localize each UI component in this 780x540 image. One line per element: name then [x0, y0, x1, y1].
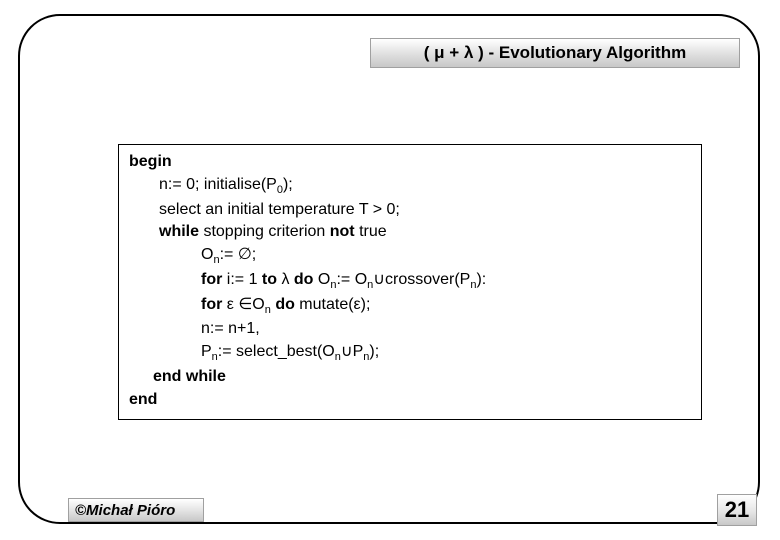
code-line-while: while stopping criterion not true	[129, 221, 691, 244]
author-box: ©Michał Pióro	[68, 498, 204, 522]
code-line-end: end	[129, 389, 691, 412]
code-line-for-crossover: for i:= 1 to λ do On:= On∪crossover(Pn):	[129, 269, 691, 294]
code-line-init: n:= 0; initialise(P0);	[129, 174, 691, 199]
code-line-increment: n:= n+1,	[129, 318, 691, 341]
code-line-temperature: select an initial temperature T > 0;	[129, 199, 691, 222]
code-line-O-empty: On:= ∅;	[129, 244, 691, 269]
code-line-for-mutate: for ε ∈On do mutate(ε);	[129, 294, 691, 319]
slide-frame: ( μ + λ ) - Evolutionary Algorithm begin…	[18, 14, 760, 524]
code-line-begin: begin	[129, 151, 691, 174]
code-line-endwhile: end while	[129, 366, 691, 389]
author-text: ©Michał Pióro	[75, 502, 175, 519]
algorithm-box: begin n:= 0; initialise(P0); select an i…	[118, 144, 702, 420]
page-number-text: 21	[725, 497, 749, 523]
title-text: ( μ + λ ) - Evolutionary Algorithm	[424, 43, 686, 63]
page-number: 21	[717, 494, 757, 526]
code-line-select-best: Pn:= select_best(On∪Pn);	[129, 341, 691, 366]
slide-title: ( μ + λ ) - Evolutionary Algorithm	[370, 38, 740, 68]
